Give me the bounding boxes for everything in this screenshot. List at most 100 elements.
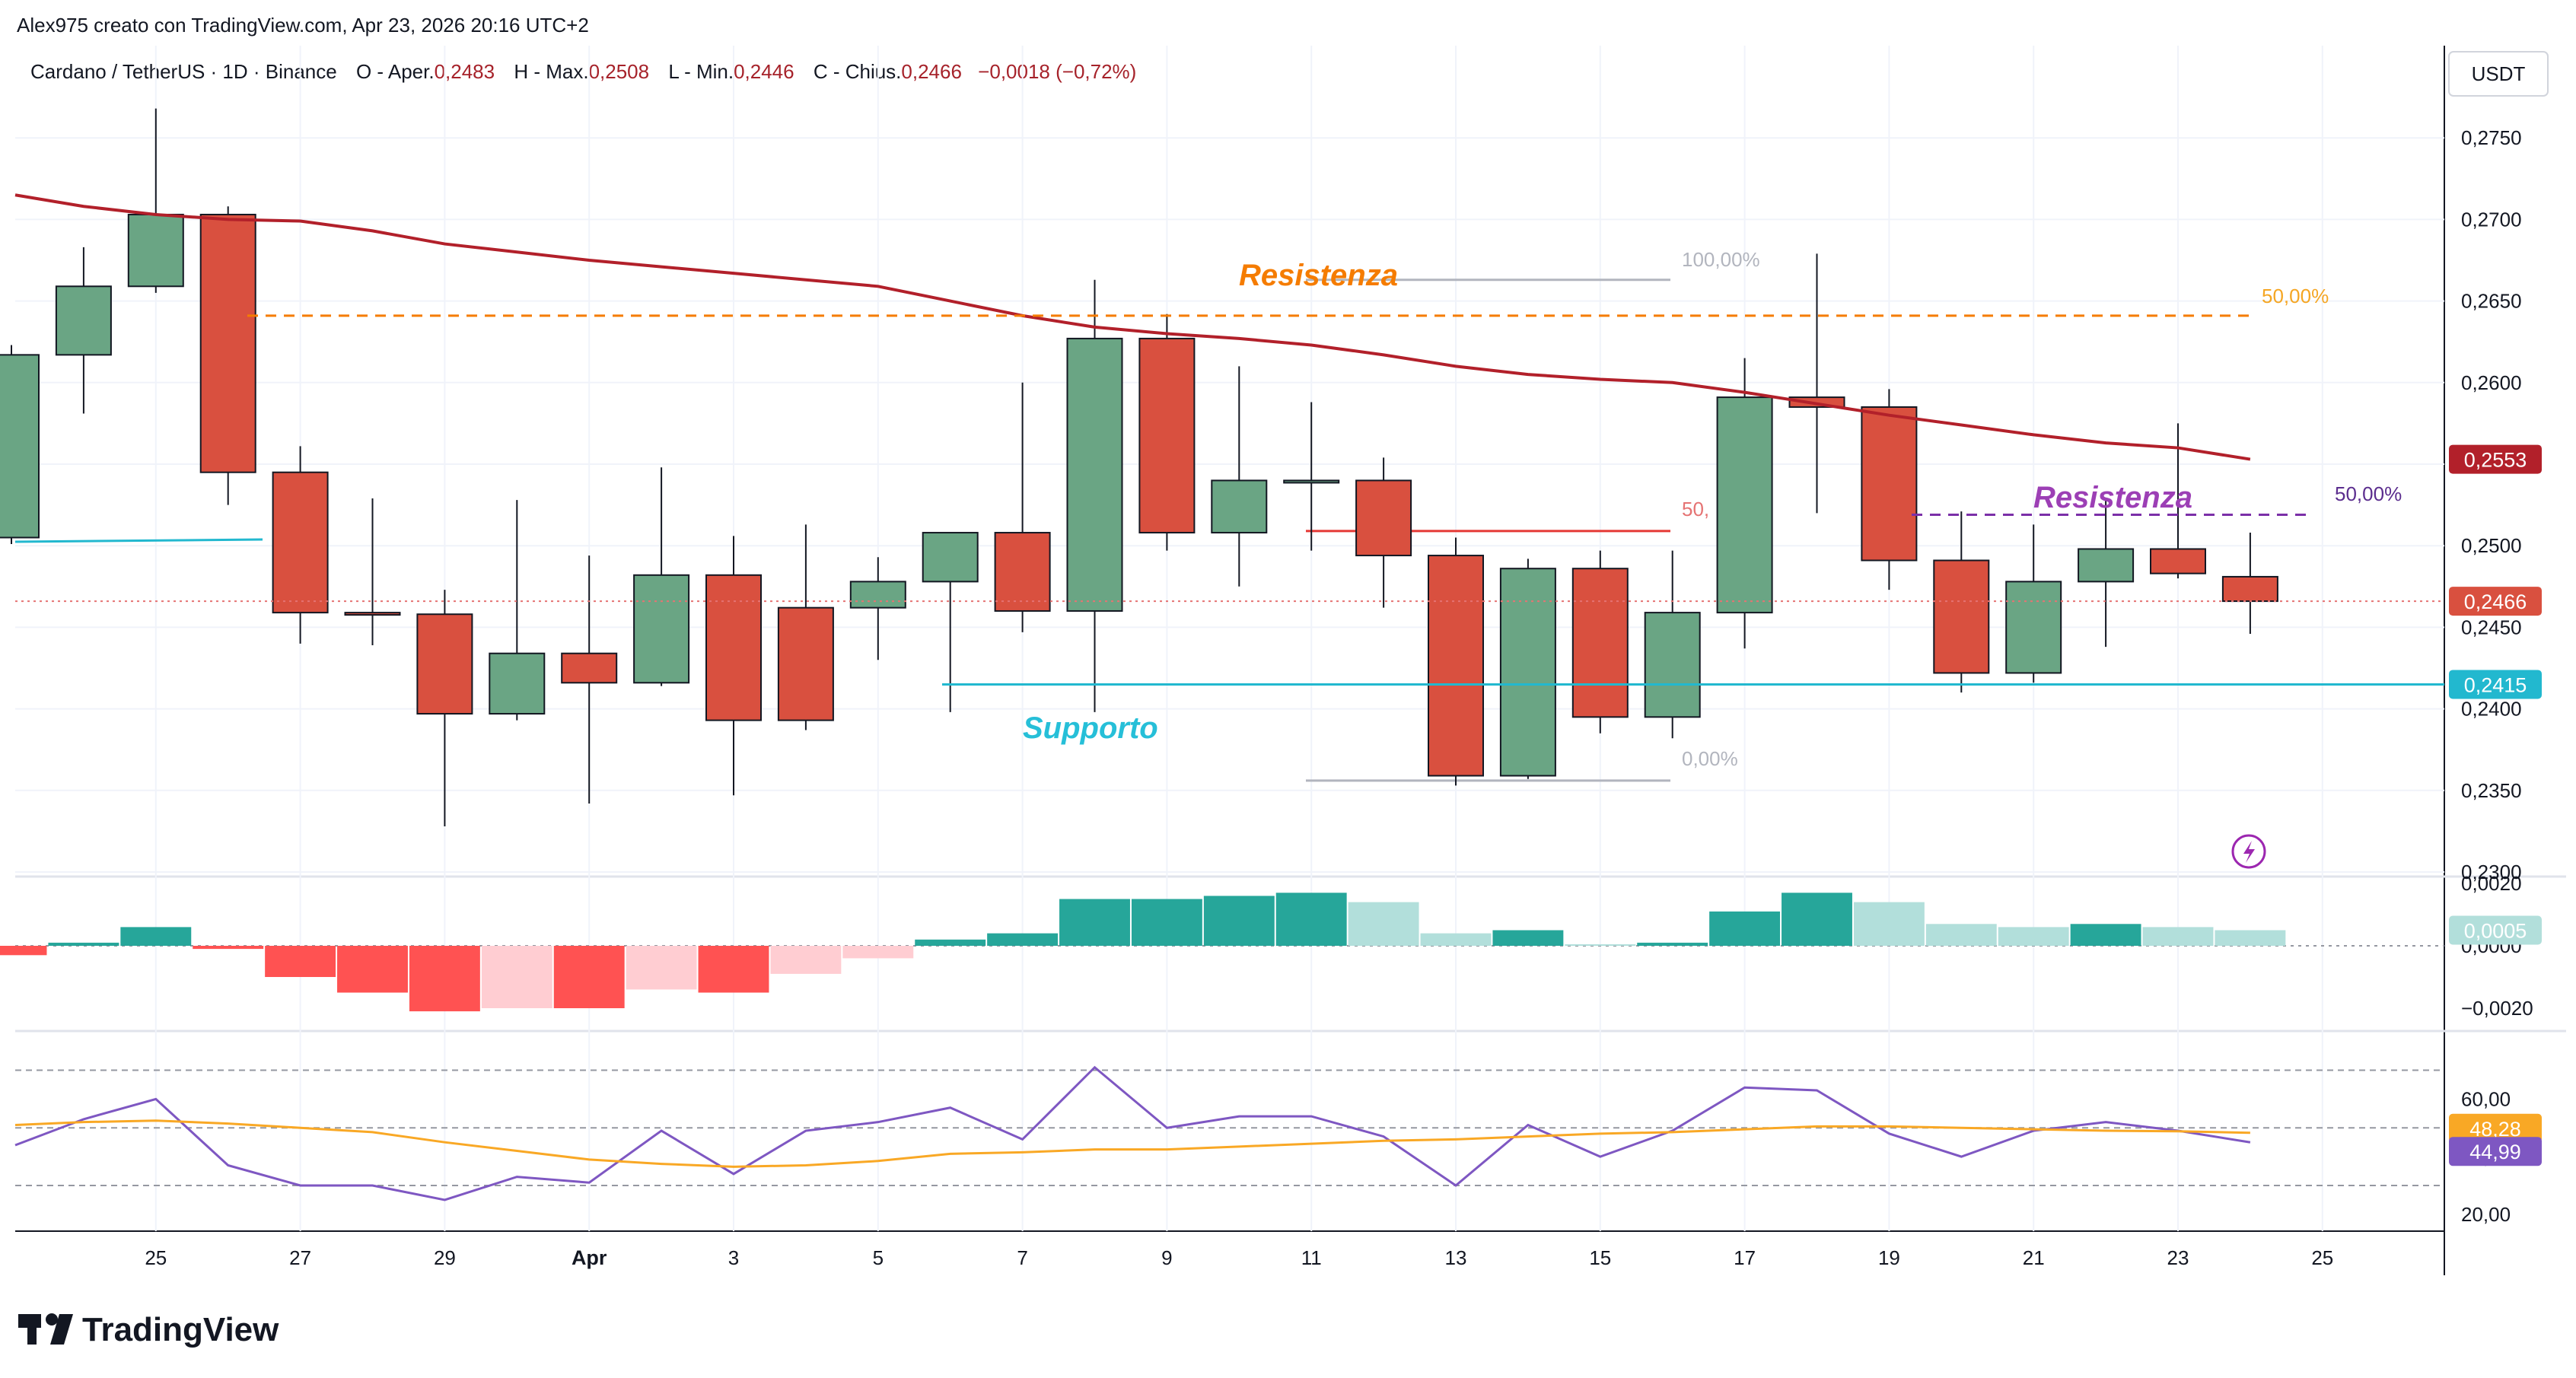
macd-bar [1853,902,1925,946]
candle-body [416,613,473,715]
time-tick-label: 7 [1017,1246,1027,1269]
fib-0-label: 0,00% [1682,747,1738,770]
open-label: O - Aper. [356,60,435,83]
macd-tick-label: 0,0020 [2461,872,2522,895]
macd-bar [193,946,264,950]
fib-50-purple-label: 50,00% [2335,482,2402,505]
fib-50-left-label: 50, [1682,498,1709,520]
rsi-value-tag: 44,99 [2469,1141,2521,1163]
credit-line: Alex975 creato con TradingView.com, Apr … [17,14,589,37]
last-price-tag-bg [2449,587,2542,616]
time-tick-label: 25 [2311,1246,2333,1269]
candle-body [1283,479,1340,484]
macd-bar [1637,942,1708,946]
macd-bar [626,946,697,990]
macd-bar [48,942,119,946]
macd-value-tag: 0,0005 [2464,920,2527,943]
macd-bar [1131,899,1202,946]
candle-body [705,574,762,721]
time-tick-label: 9 [1161,1246,1172,1269]
candle-body [55,285,112,356]
left-support-line [14,538,263,543]
brand-wordmark: TradingView [82,1311,279,1348]
macd-value-tag-bg [2449,915,2542,945]
price-tick-label: 0,2600 [2461,371,2522,394]
lightning-icon[interactable] [2231,834,2266,869]
macd-bar [1275,893,1347,946]
macd-bar [770,946,842,974]
price-tick-label: 0,2750 [2461,126,2522,149]
macd-bar [1998,927,2069,946]
macd-bar [481,946,552,1008]
candle-body [2221,575,2278,603]
candle-body [922,532,979,583]
rsi-value-tag-bg [2449,1137,2542,1166]
price-tick-label: 0,2400 [2461,698,2522,721]
candle-body [1933,559,1990,674]
candle-body [1138,337,1196,534]
resistance-label-orange: Resistenza [1239,259,1398,292]
high-label: H - Max. [514,60,588,83]
macd-bar [1420,933,1492,946]
candle-body [344,612,401,616]
candle-body [0,354,40,539]
candle-body [127,213,184,288]
currency-label: USDT [2472,62,2526,85]
candle-body [1428,555,1484,777]
candle-body [1861,406,1918,562]
tradingview-logo: TradingView [18,1311,279,1348]
rsi-line [14,1065,2251,1201]
time-tick-label: 13 [1445,1246,1467,1269]
low-value: 0,2446 [734,60,794,83]
candle-body [2005,581,2062,674]
rsi-ma-value-tag-bg [2449,1113,2542,1143]
macd-tick-label: −0,0020 [2461,997,2533,1020]
candle-body [994,532,1051,612]
resistance-label-purple: Resistenza [2033,481,2192,514]
macd-bar [842,946,914,959]
ohlc-legend: Cardano / TetherUS · 1D · Binance O - Ap… [30,60,1136,83]
candle-body [2078,548,2135,583]
macd-bar [987,933,1059,946]
price-tick-label: 0,2300 [2461,861,2522,883]
candle-body [489,652,546,715]
support-price-tag-bg [2449,670,2542,699]
currency-button[interactable] [2448,51,2549,97]
macd-bar [1925,924,1997,946]
macd-bar [265,946,336,977]
macd-bar [0,946,47,956]
price-tick-label: 0,2650 [2461,290,2522,313]
time-tick-label: Apr [572,1246,607,1269]
candle-body [1355,479,1412,557]
candle-body [1066,337,1123,612]
close-value: 0,2466 [901,60,962,83]
ma-price-tag-bg [2449,444,2542,474]
macd-bar [2215,930,2286,946]
macd-bar [553,946,625,1008]
rsi-ma-line [14,1119,2250,1168]
grid-lines [15,46,2444,1231]
price-tick-label: 0,2350 [2461,779,2522,802]
price-tick-label: 0,2450 [2461,616,2522,638]
high-value: 0,2508 [589,60,650,83]
macd-bar [337,946,408,993]
time-tick-label: 25 [145,1246,167,1269]
candle-body [1211,479,1268,534]
macd-bar [1203,896,1275,946]
time-tick-label: 19 [1878,1246,1900,1269]
change-value: −0,0018 (−0,72%) [978,60,1136,83]
macd-histogram [0,893,2444,1012]
time-tick-label: 11 [1301,1246,1322,1269]
macd-bar [1348,902,1419,946]
candle-body [561,652,618,684]
candle-body [777,606,834,721]
ma-polyline [14,193,2251,461]
macd-bar [1709,911,1781,946]
last-price-tag: 0,2466 [2464,590,2527,613]
time-tick-label: 3 [728,1246,739,1269]
drawn-levels [14,314,2444,686]
macd-bar [1492,930,1564,946]
time-tick-label: 15 [1589,1246,1611,1269]
